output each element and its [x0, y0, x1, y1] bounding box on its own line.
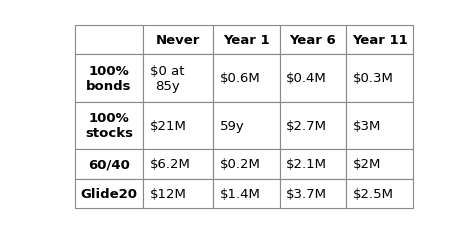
Text: $6.2M: $6.2M	[150, 158, 191, 171]
Text: $0.6M: $0.6M	[219, 72, 260, 85]
Bar	[75, 179, 143, 208]
Bar	[143, 179, 213, 208]
Bar	[75, 150, 143, 179]
Text: Year 1: Year 1	[223, 33, 269, 46]
Bar	[143, 102, 213, 150]
Text: 100%
stocks: 100% stocks	[85, 112, 133, 140]
Bar	[279, 25, 346, 55]
Text: Never: Never	[156, 33, 200, 46]
Bar	[213, 102, 279, 150]
Bar	[279, 150, 346, 179]
Bar	[346, 102, 413, 150]
Text: $2.7M: $2.7M	[286, 119, 327, 132]
Text: $21M: $21M	[150, 119, 187, 132]
Text: Year 6: Year 6	[289, 33, 337, 46]
Bar	[346, 179, 413, 208]
Text: $3M: $3M	[353, 119, 381, 132]
Bar	[279, 102, 346, 150]
Bar	[143, 55, 213, 102]
Bar	[279, 179, 346, 208]
Bar	[143, 150, 213, 179]
Text: 100%
bonds: 100% bonds	[86, 64, 132, 92]
Text: $0.4M: $0.4M	[286, 72, 327, 85]
Text: $0.3M: $0.3M	[353, 72, 394, 85]
Text: $2.1M: $2.1M	[286, 158, 327, 171]
Text: $1.4M: $1.4M	[219, 187, 260, 200]
Text: $2.5M: $2.5M	[353, 187, 394, 200]
Text: $0.2M: $0.2M	[219, 158, 260, 171]
Text: Glide20: Glide20	[80, 187, 138, 200]
Bar	[75, 25, 143, 55]
Bar	[346, 150, 413, 179]
Bar	[213, 25, 279, 55]
Text: $3.7M: $3.7M	[286, 187, 327, 200]
Text: 59y: 59y	[219, 119, 244, 132]
Text: 60/40: 60/40	[88, 158, 130, 171]
Text: $0 at
85y: $0 at 85y	[150, 64, 184, 92]
Bar	[75, 55, 143, 102]
Bar	[213, 55, 279, 102]
Bar	[346, 25, 413, 55]
Bar	[279, 55, 346, 102]
Text: $2M: $2M	[353, 158, 381, 171]
Text: $12M: $12M	[150, 187, 187, 200]
Text: Year 11: Year 11	[352, 33, 407, 46]
Bar	[143, 25, 213, 55]
Bar	[346, 55, 413, 102]
Bar	[213, 179, 279, 208]
Bar	[75, 102, 143, 150]
Bar	[213, 150, 279, 179]
